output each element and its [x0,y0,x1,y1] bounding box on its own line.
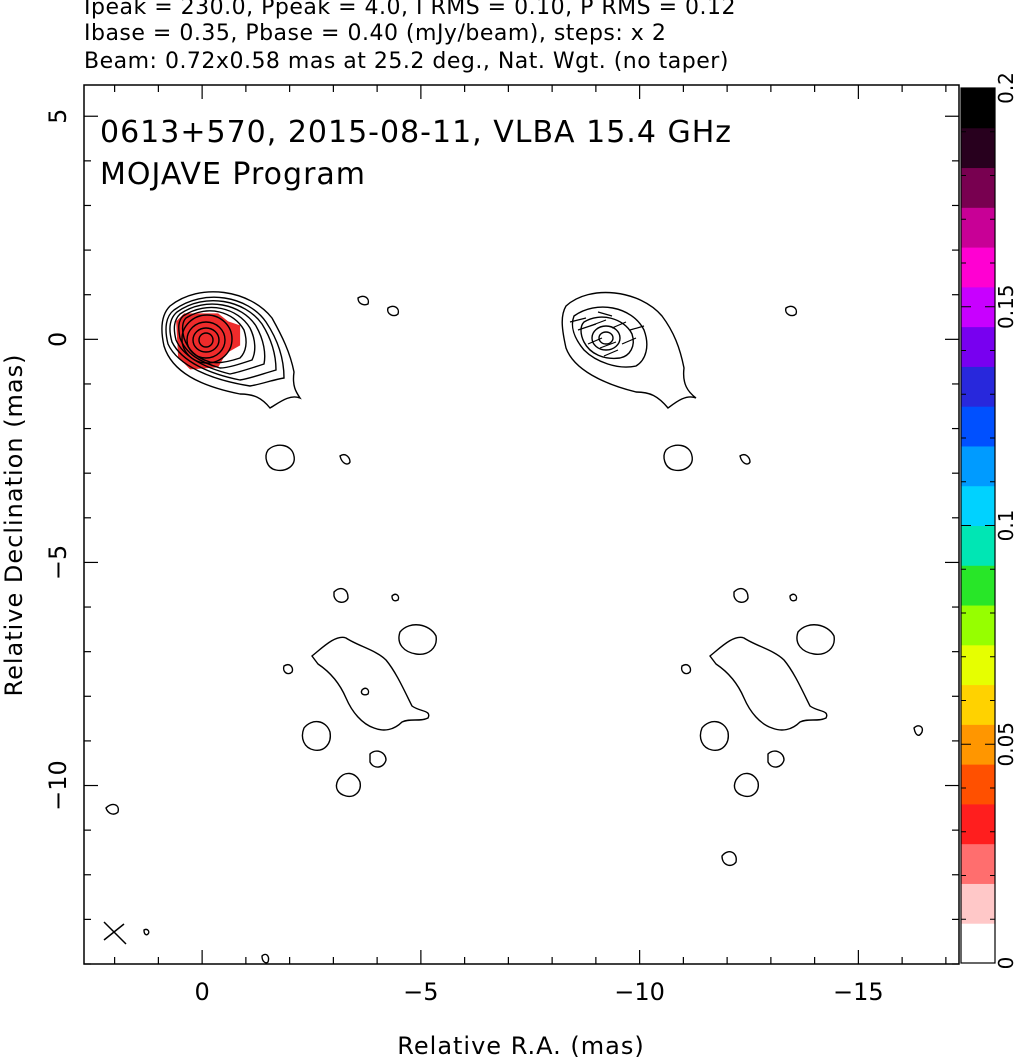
colorbar-segment [961,207,995,248]
x-tick-label: 0 [194,978,209,1006]
axis-tick-labels: 0 −5 −10 −15 5 0 −5 −10 [44,109,884,1006]
colorbar-segment [961,565,995,606]
contour-5 [178,306,256,369]
contour-blob [680,663,692,675]
contour-extended [311,636,430,731]
colorbar-segment [961,644,995,686]
colorbar-segment [961,167,995,208]
contour-blob [261,953,270,964]
contour-blob [733,772,759,798]
y-tick-label: −10 [44,760,72,811]
x-tick-label: −5 [403,978,438,1006]
contour-blob [398,624,437,655]
axis-ticks [84,85,959,965]
pol-contour-5 [598,331,614,345]
colorbar-segment [961,485,995,526]
contour-blob [789,593,798,602]
contour-blob [796,624,835,655]
y-tick-label: 0 [44,332,72,347]
contour-blob [721,851,737,867]
contour-blob [333,587,349,603]
contour-blob [699,721,729,751]
contour-blob [301,721,331,751]
x-axis-label: Relative R.A. (mas) [397,1032,644,1060]
contour-blob [143,928,150,936]
colorbar-segment [961,605,995,646]
colorbar-segment [961,803,995,845]
colorbar-tick-label: 0.1 [994,510,1018,542]
colorbar-tick-label: 0.15 [994,284,1018,329]
colorbar-segment [961,525,995,566]
colorbar-tick-label: 0 [994,957,1018,970]
contour-blob [335,772,361,798]
contour-blob [733,587,749,603]
contour-9 [192,327,220,353]
y-tick-label: 5 [44,109,72,124]
plot-subtitle: MOJAVE Program [100,157,366,192]
colorbar-segment [961,764,995,805]
evpa-vectors [569,311,645,357]
colorbar-segment [961,445,995,487]
x-tick-label: −10 [614,978,665,1006]
colorbar-segment [961,366,995,407]
pol-contour-outer [561,291,697,409]
contour-blob [391,593,400,602]
contour-blob [360,687,370,696]
colorbar-segment [961,923,995,964]
contour-6 [181,310,247,364]
colorbar-tick-label: 0.05 [994,722,1018,767]
y-axis-label: Relative Declination (mas) [0,353,28,696]
contour-outer [161,291,302,409]
contour-blob [369,750,387,768]
pol-contour-2 [571,306,648,368]
colorbar-segment [961,88,995,129]
contour-8 [186,321,226,359]
contour-blob [767,750,785,768]
contour-blob [739,453,751,465]
pol-contour-3 [580,316,634,360]
contour-3 [169,300,277,381]
colorbar-segment [961,247,995,288]
contour-blob [784,305,798,317]
colorbar-segment [961,127,995,169]
plot-title: 0613+570, 2015-08-11, VLBA 15.4 GHz [100,115,732,150]
colorbar-segment [961,883,995,924]
contour-2 [165,296,285,387]
total-intensity-contours [105,291,437,964]
colorbar-segment [961,684,995,725]
contour-blob [913,725,924,736]
colorbar-segment [961,406,995,447]
contour-extended [709,636,828,731]
y-tick-label: −5 [44,545,72,580]
contour-blob [105,803,120,815]
header-line-2: Ibase = 0.35, Pbase = 0.40 (mJy/beam), s… [84,21,667,46]
colorbar: 0 0.05 0.1 0.15 0.2 [960,72,1018,970]
contour-blob [265,444,295,472]
contour-blob [339,453,351,465]
pol-contour-4 [591,325,621,351]
contour-blob [282,663,294,675]
x-tick-label: −15 [833,978,884,1006]
colorbar-tick-label: 0.2 [994,72,1018,104]
contour-blob [663,444,693,472]
contour-blob [386,305,400,317]
beam-symbol [103,921,127,945]
plot-frame [83,84,960,965]
contour-4 [173,303,266,375]
contour-blob [357,295,370,306]
colorbar-segment [961,326,995,367]
colorbar-segment [961,843,995,884]
contour-10 [198,332,214,348]
header-line-3: Beam: 0.72x0.58 mas at 25.2 deg., Nat. W… [84,49,729,74]
header-line-1: Ipeak = 230.0, Ppeak = 4.0, I RMS = 0.10… [84,0,736,20]
polarization-contours [561,291,924,867]
contour-7 [181,314,233,364]
